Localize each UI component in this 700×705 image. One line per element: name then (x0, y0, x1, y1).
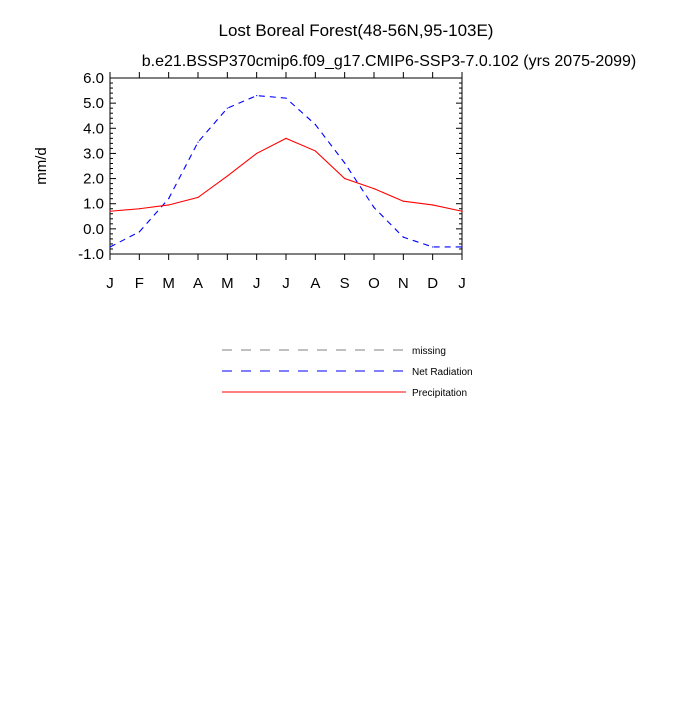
data-point-precipitation (402, 200, 404, 202)
x-tick-label: M (162, 275, 175, 292)
legend-label-net-radiation: Net Radiation (412, 367, 473, 378)
x-tick-label: D (427, 275, 438, 292)
x-tick-label: N (398, 275, 409, 292)
data-point-net-radiation (402, 236, 404, 238)
x-tick-label: S (340, 275, 350, 292)
legend: missing Net Radiation Precipitation (222, 346, 473, 399)
data-point-precipitation (138, 208, 140, 210)
y-tick-label: 6.0 (83, 70, 104, 87)
y-tick-label: 3.0 (83, 145, 104, 162)
x-tick-label: J (106, 275, 114, 292)
data-point-net-radiation (314, 123, 316, 126)
data-point-precipitation (109, 210, 111, 212)
data-point-net-radiation (432, 246, 434, 248)
data-point-net-radiation (461, 246, 463, 248)
chart-title: Lost Boreal Forest(48-56N,95-103E) (219, 21, 494, 40)
data-point-net-radiation (226, 107, 228, 109)
data-point-net-radiation (373, 206, 375, 209)
x-tick-label: F (135, 275, 144, 292)
legend-label-missing: missing (412, 346, 446, 357)
data-point-precipitation (168, 204, 170, 206)
plot-area: 6.05.04.03.02.01.00.0-1.0J F M A M J J A S O N D J (78, 70, 466, 292)
data-point-precipitation (256, 152, 258, 155)
x-tick-label: A (310, 275, 320, 292)
data-point-precipitation (373, 188, 375, 190)
data-point-net-radiation (168, 198, 170, 200)
x-tick-label: J (282, 275, 290, 292)
y-tick-label: 4.0 (83, 120, 104, 137)
x-tick-label: M (221, 275, 234, 292)
x-tick-label: A (193, 275, 203, 292)
data-point-net-radiation (285, 97, 287, 99)
data-point-net-radiation (138, 231, 140, 233)
x-tick-label: J (253, 275, 261, 292)
data-point-precipitation (461, 210, 463, 212)
data-point-precipitation (197, 196, 199, 199)
y-tick-label: 2.0 (83, 171, 104, 188)
data-point-precipitation (285, 137, 287, 139)
series-line-net-radiation (109, 95, 462, 248)
chart-subtitle: b.e21.BSSP370cmip6.f09_g17.CMIP6-SSP3-7.… (142, 53, 637, 70)
x-tick-label: O (368, 275, 380, 292)
legend-label-precipitation: Precipitation (412, 388, 467, 399)
data-point-precipitation (226, 175, 228, 177)
series-line-precipitation (109, 137, 463, 212)
data-point-net-radiation (256, 95, 258, 97)
data-point-net-radiation (109, 246, 111, 248)
y-tick-label: 0.0 (83, 221, 104, 238)
x-tick-label: J (458, 275, 466, 292)
data-point-precipitation (344, 177, 346, 180)
data-point-precipitation (314, 150, 316, 152)
plot-frame (109, 77, 463, 255)
y-tick-label: 1.0 (83, 196, 104, 213)
y-axis-label: mm/d (33, 147, 50, 185)
data-point-precipitation (432, 204, 434, 206)
data-point-net-radiation (344, 162, 346, 164)
y-tick-label: 5.0 (83, 95, 104, 112)
data-point-net-radiation (197, 141, 199, 143)
y-tick-label: -1.0 (78, 246, 104, 263)
